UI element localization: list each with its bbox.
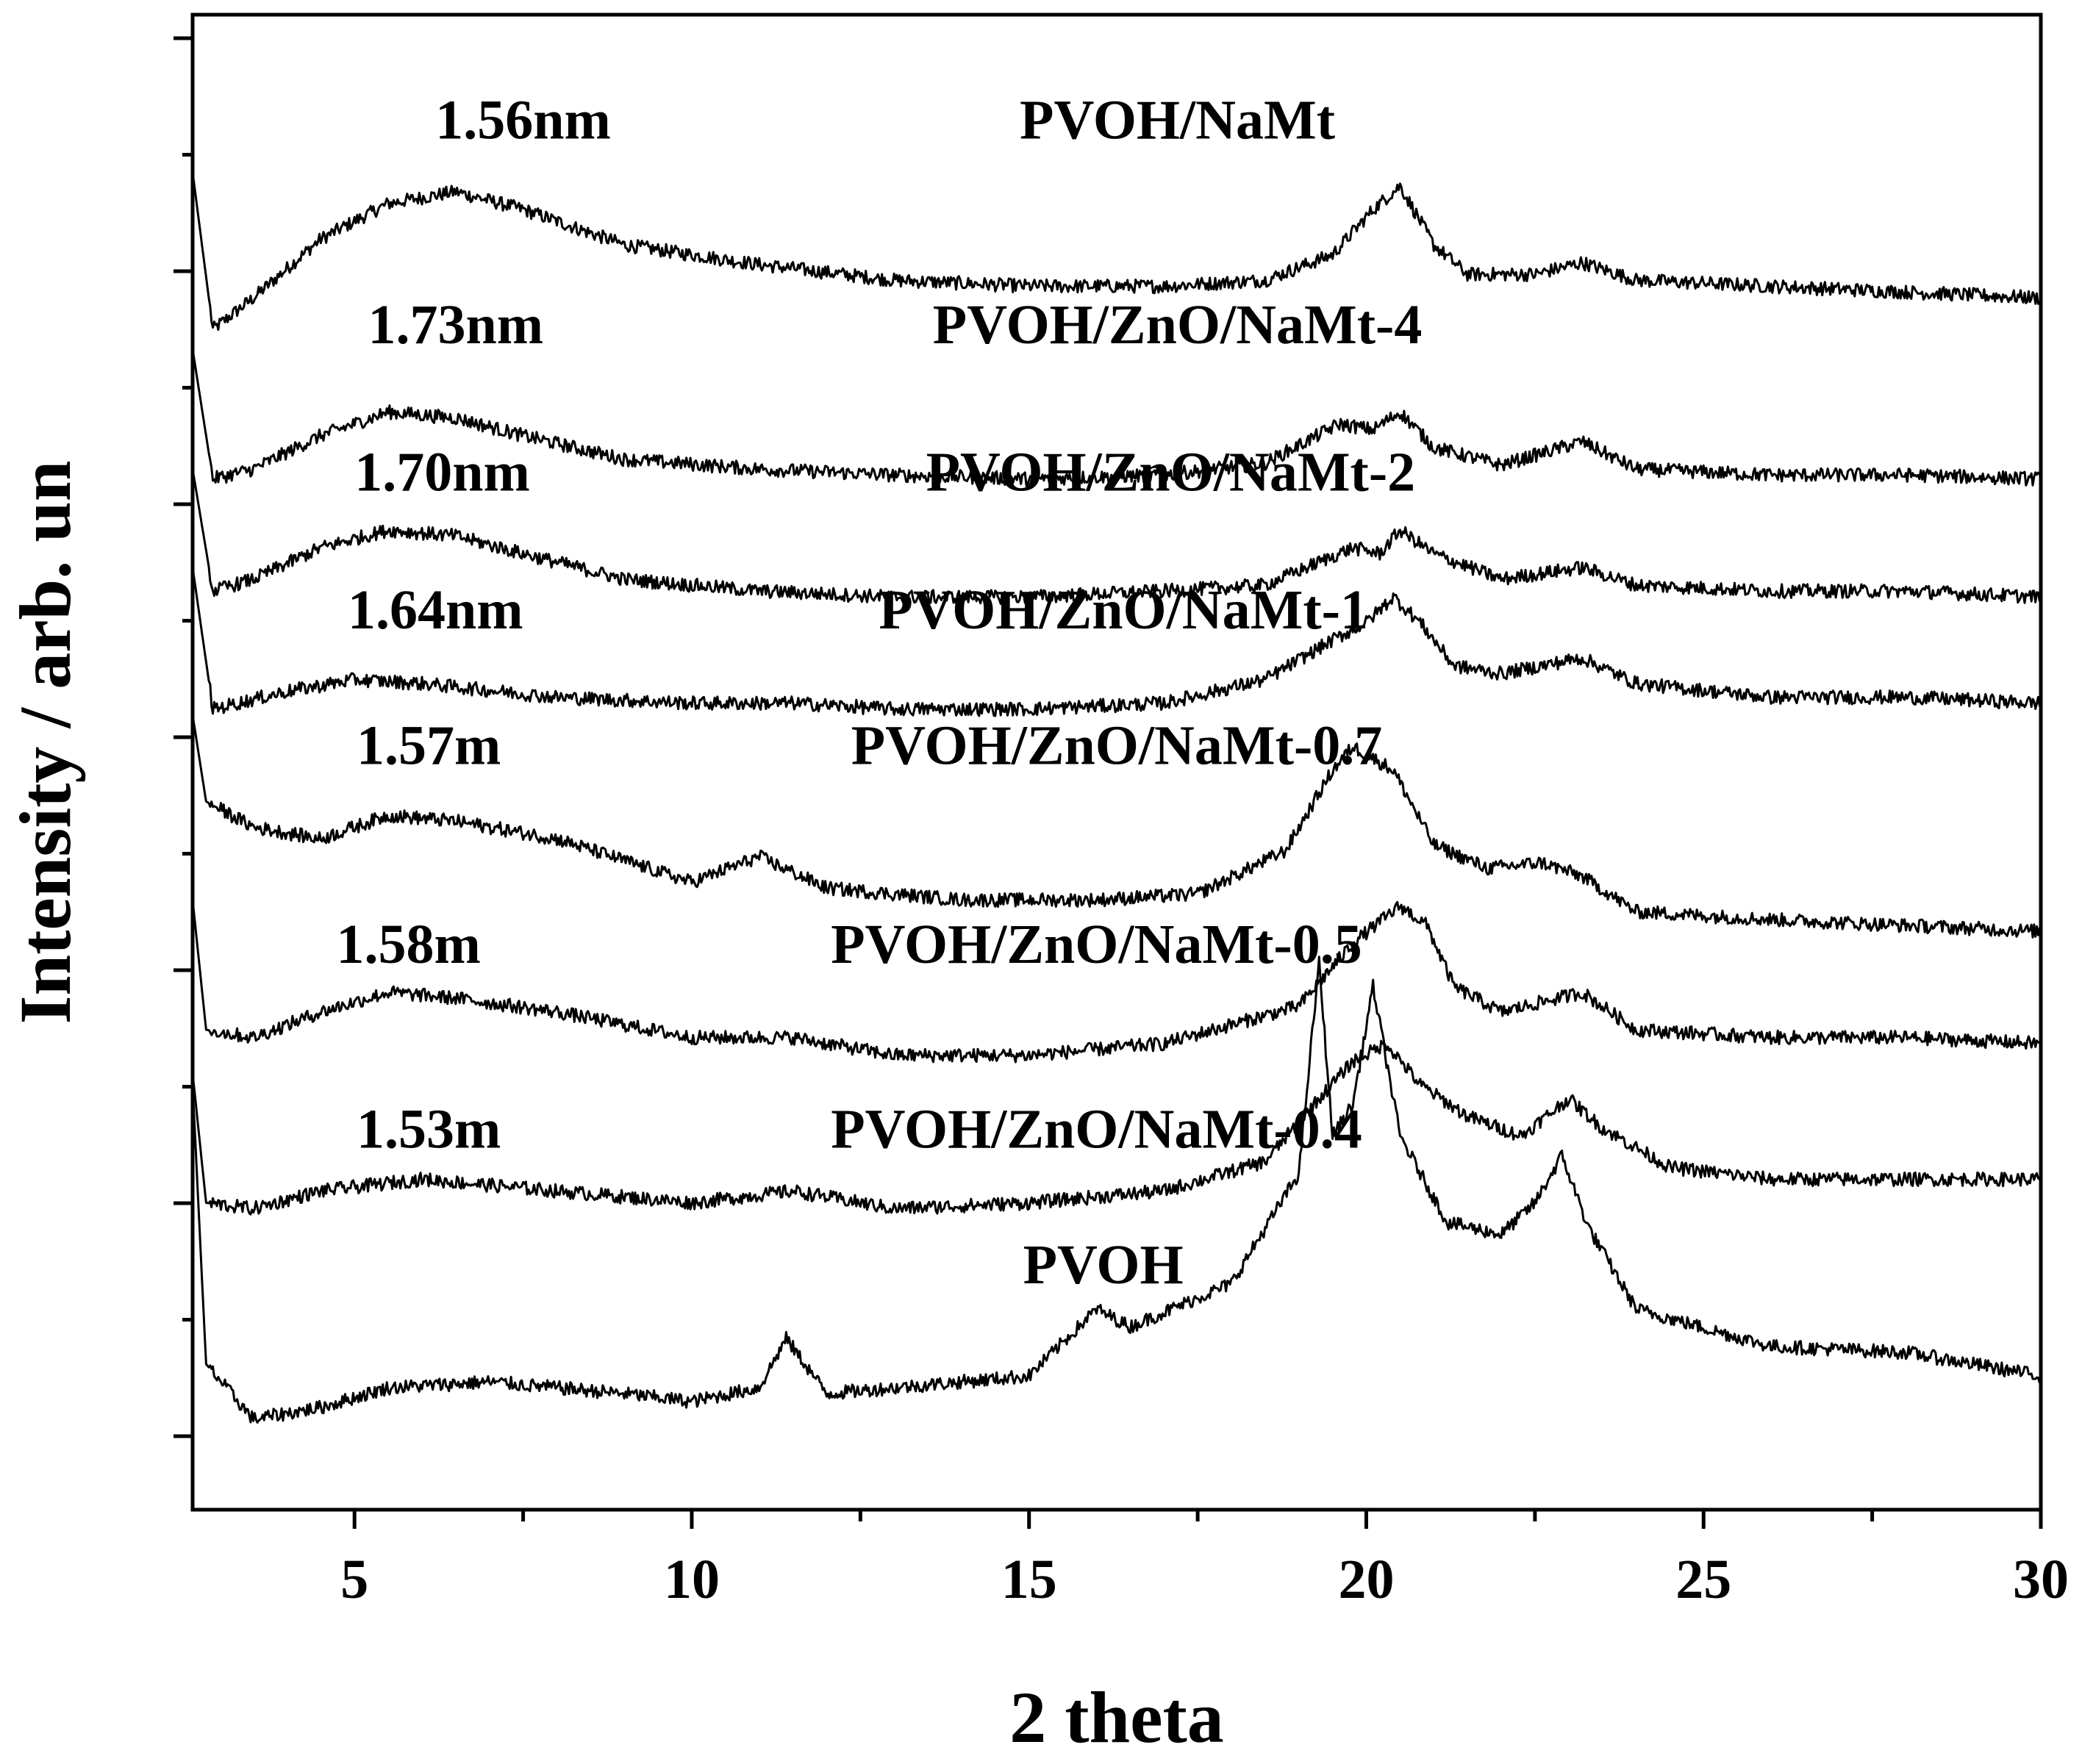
- series-name-label: PVOH/ZnO/NaMt-0.7: [851, 715, 1383, 777]
- x-tick-labels: 5 10 15 20 25 30: [340, 1549, 2069, 1610]
- series-labels: PVOH/NaMt 1.56nm PVOH/ZnO/NaMt-4 1.73nm PVOH…: [336, 90, 1422, 1297]
- series-name-label: PVOH/ZnO/NaMt-0.5: [831, 914, 1362, 975]
- x-axis-title: 2 theta: [1009, 1677, 1224, 1758]
- x-tick-label: 10: [664, 1549, 720, 1610]
- plot-frame: [190, 12, 2043, 1512]
- d-spacing-label: 1.70nm: [354, 442, 530, 503]
- axis-ticks: [174, 36, 2043, 1529]
- x-tick-label: 15: [1001, 1549, 1057, 1610]
- x-tick-label: 30: [2013, 1549, 2069, 1610]
- d-spacing-label: 1.64nm: [348, 579, 523, 641]
- series-name-label: PVOH/ZnO/NaMt-1: [879, 579, 1368, 641]
- series-line: [191, 956, 2042, 1424]
- series-line: [191, 348, 2042, 487]
- y-axis-title: Intensity / arb. un: [4, 461, 86, 1025]
- series-name-label: PVOH/ZnO/NaMt-0.4: [831, 1099, 1362, 1161]
- series-line: [191, 714, 2042, 939]
- series-line: [191, 900, 2042, 1064]
- series-line: [191, 1039, 2042, 1216]
- d-spacing-label: 1.57m: [357, 715, 501, 777]
- series-name-label: PVOH: [1023, 1234, 1184, 1296]
- series-line: [191, 171, 2042, 331]
- x-tick-label: 25: [1675, 1549, 1731, 1610]
- series-name-label: PVOH/ZnO/NaMt-2: [926, 442, 1416, 503]
- d-spacing-label: 1.73nm: [368, 294, 544, 356]
- x-tick-label: 5: [340, 1549, 368, 1610]
- series-name-label: PVOH/ZnO/NaMt-4: [933, 294, 1423, 356]
- curves: [191, 171, 2042, 1424]
- x-tick-label: 20: [1338, 1549, 1394, 1610]
- series-line: [191, 567, 2042, 717]
- series-line: [191, 468, 2042, 605]
- d-spacing-label: 1.58m: [336, 914, 480, 975]
- d-spacing-label: 1.53m: [357, 1099, 501, 1161]
- d-spacing-label: 1.56nm: [435, 90, 611, 151]
- series-name-label: PVOH/NaMt: [1020, 90, 1335, 151]
